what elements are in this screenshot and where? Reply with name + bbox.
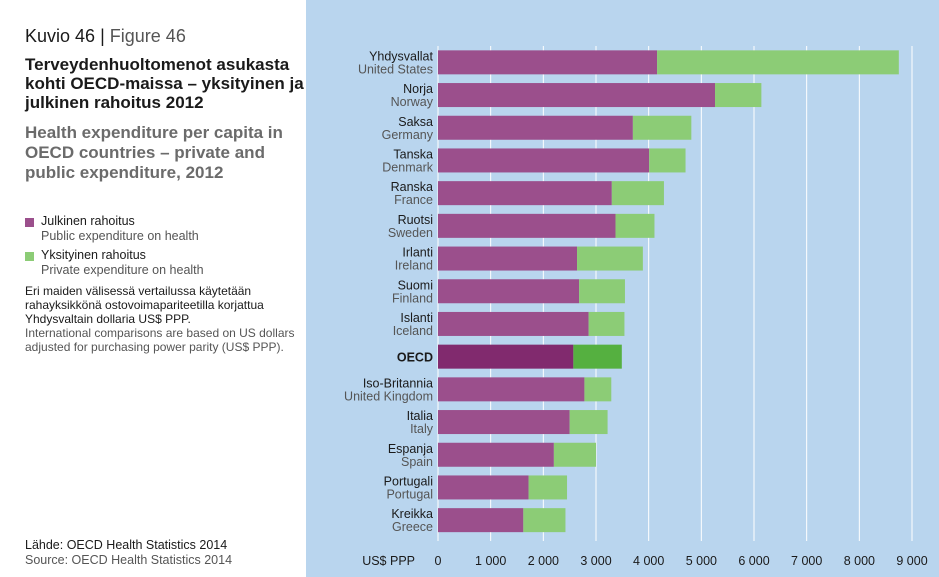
- category-label-fi: Saksa: [398, 115, 433, 129]
- category-label-en: Finland: [392, 291, 433, 305]
- category-label-en: Ireland: [395, 259, 433, 273]
- bar-public: [438, 83, 716, 108]
- bar-public: [438, 148, 650, 173]
- source-fi: Lähde: OECD Health Statistics 2014: [25, 538, 228, 552]
- category-label-fi: Espanja: [388, 442, 433, 456]
- category-label-fi: Islanti: [400, 311, 433, 325]
- figure-separator: |: [100, 26, 105, 46]
- chart-title-fi: Terveydenhuoltomenot asukasta kohti OECD…: [25, 55, 304, 112]
- x-tick-label: 9 000: [896, 554, 927, 568]
- bar-private: [657, 50, 899, 75]
- x-tick-label: 1 000: [475, 554, 506, 568]
- bar-public: [438, 410, 570, 435]
- category-label-fi: Iso-Britannia: [363, 376, 433, 390]
- bar-private: [528, 475, 568, 500]
- category-label-en: Greece: [392, 520, 433, 534]
- bar-public: [438, 213, 616, 238]
- category-label-fi: Ranska: [391, 180, 433, 194]
- category-label-fi: Kreikka: [391, 507, 433, 521]
- category-label-fi: Italia: [407, 409, 433, 423]
- x-tick-label: 6 000: [738, 554, 769, 568]
- category-label-en: Spain: [401, 455, 433, 469]
- bar-public: [438, 475, 529, 500]
- bar-private: [584, 377, 612, 402]
- x-tick-label: 0: [435, 554, 442, 568]
- legend-swatch-private: [25, 252, 34, 261]
- category-label-en: United States: [358, 62, 433, 76]
- category-label-en: France: [394, 193, 433, 207]
- x-tick-label: 7 000: [791, 554, 822, 568]
- bar-public: [438, 311, 589, 336]
- category-label-fi: Yhdysvallat: [369, 49, 433, 63]
- bar-private: [579, 279, 625, 304]
- legend-item-public: Julkinen rahoitus Public expenditure on …: [25, 214, 204, 248]
- category-label-en: Denmark: [382, 160, 433, 174]
- note-fi: Eri maiden välisessä vertailussa käytetä…: [25, 284, 264, 326]
- bar-public: [438, 344, 574, 369]
- text-column: Kuvio 46 | Figure 46 Terveydenhuoltomeno…: [0, 0, 306, 577]
- x-tick-label: 2 000: [528, 554, 559, 568]
- legend-label-private-fi: Yksityinen rahoitus: [41, 248, 146, 262]
- legend-item-private: Yksityinen rahoitus Private expenditure …: [25, 248, 204, 282]
- category-label-fi: Suomi: [398, 278, 433, 292]
- bar-public: [438, 377, 585, 402]
- bar-private: [573, 344, 622, 369]
- figure-number-en: Figure 46: [109, 26, 186, 46]
- bar-private: [649, 148, 686, 173]
- bar-public: [438, 115, 633, 140]
- bar-public: [438, 181, 612, 206]
- legend-label-public-en: Public expenditure on health: [41, 229, 199, 243]
- category-label-en: Iceland: [393, 324, 433, 338]
- bar-public: [438, 442, 554, 467]
- legend: Julkinen rahoitus Public expenditure on …: [25, 214, 204, 282]
- source: Lähde: OECD Health Statistics 2014 Sourc…: [25, 538, 232, 568]
- bar-private: [523, 508, 566, 533]
- category-label-fi: Tanska: [393, 147, 433, 161]
- source-en: Source: OECD Health Statistics 2014: [25, 553, 233, 567]
- category-label-fi: Portugali: [384, 474, 433, 488]
- x-tick-label: 5 000: [686, 554, 717, 568]
- bar-private: [611, 181, 664, 206]
- bar-private: [569, 410, 608, 435]
- category-label-fi: Ruotsi: [398, 213, 433, 227]
- bar-private: [715, 83, 762, 108]
- bar-private: [632, 115, 692, 140]
- bar-public: [438, 50, 658, 75]
- category-label-fi: OECD: [397, 351, 433, 365]
- figure-number: Kuvio 46 | Figure 46: [25, 26, 186, 47]
- bar-public: [438, 246, 578, 271]
- figure-number-fi: Kuvio 46: [25, 26, 96, 46]
- bar-private: [615, 213, 655, 238]
- category-label-fi: Irlanti: [402, 246, 433, 260]
- x-axis-unit-label: US$ PPP: [362, 554, 415, 568]
- category-label-en: Italy: [410, 422, 434, 436]
- legend-label-public-fi: Julkinen rahoitus: [41, 214, 135, 228]
- bar-private: [577, 246, 643, 271]
- category-label-en: United Kingdom: [344, 389, 433, 403]
- x-tick-label: 4 000: [633, 554, 664, 568]
- category-label-en: Norway: [391, 95, 434, 109]
- chart-title-en: Health expenditure per capita in OECD co…: [25, 123, 283, 182]
- legend-swatch-public: [25, 218, 34, 227]
- x-tick-label: 8 000: [844, 554, 875, 568]
- category-label-en: Portugal: [386, 487, 433, 501]
- bar-public: [438, 279, 580, 304]
- x-tick-label: 3 000: [580, 554, 611, 568]
- bar-private: [553, 442, 596, 467]
- category-label-en: Germany: [382, 128, 434, 142]
- bar-public: [438, 508, 524, 533]
- category-label-fi: Norja: [403, 82, 433, 96]
- note-en: International comparisons are based on U…: [25, 326, 295, 354]
- legend-label-private-en: Private expenditure on health: [41, 263, 204, 277]
- category-label-en: Sweden: [388, 226, 433, 240]
- bar-private: [588, 311, 625, 336]
